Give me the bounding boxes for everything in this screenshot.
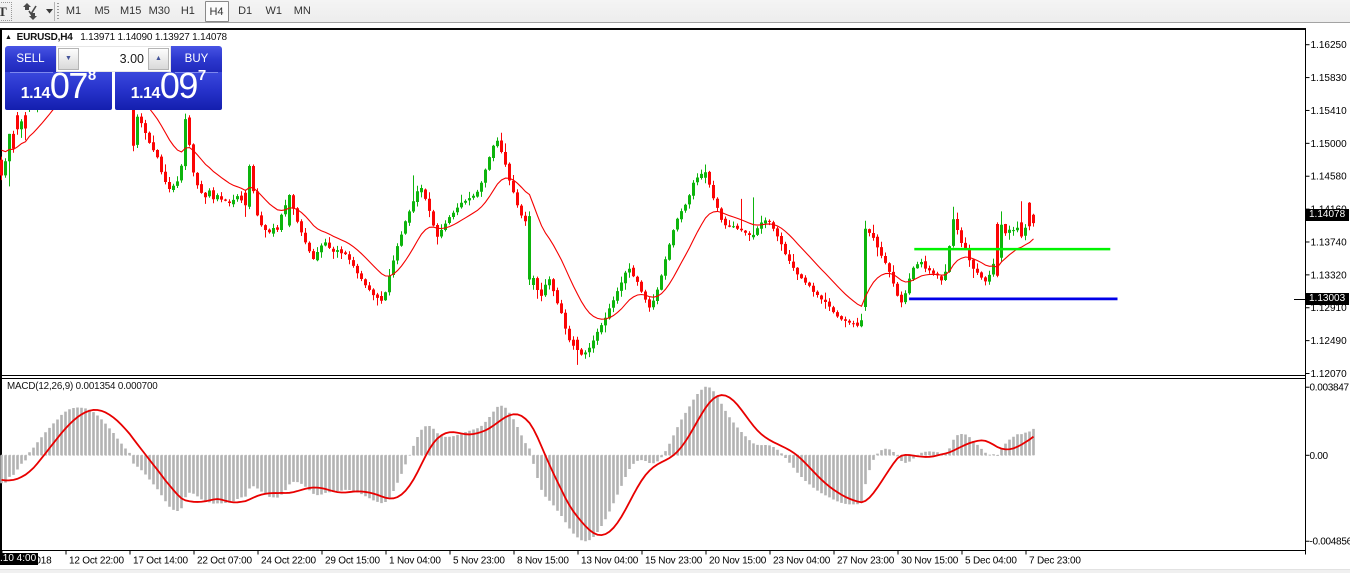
time-tick-label: 12 Oct 22:00 (69, 556, 124, 567)
ma-line (1, 70, 1034, 320)
sell-price-big: 07 (49, 65, 89, 106)
price-tick-label: 1.16250 (1311, 40, 1348, 51)
toolbar-gap (0, 24, 1350, 29)
buy-separator (175, 72, 218, 73)
macd-indicator-label: MACD(12,26,9) 0.001354 0.000700 (7, 381, 158, 392)
sell-price-sup: 8 (87, 67, 97, 84)
price-tick-label: 1.15410 (1311, 106, 1348, 117)
time-tick-label: 23 Nov 04:00 (773, 556, 831, 567)
support-level-tick (1294, 298, 1306, 300)
macd-tick-label: -0.004856 (1310, 537, 1350, 548)
price-tick-label: 1.12490 (1311, 336, 1348, 347)
trade-panel-prices: 1.14078 1.14097 (5, 65, 222, 110)
price-tick-label: 1.12910 (1311, 303, 1348, 314)
timeframe-button-w1[interactable]: W1 (262, 1, 286, 22)
buy-button[interactable]: BUY (171, 46, 222, 72)
timeframe-button-m15[interactable]: M15 (119, 1, 143, 22)
price-tick-label: 1.13320 (1311, 270, 1348, 281)
arrows-tool-icon[interactable] (21, 2, 41, 21)
macd-tick-label: 0.003847 (1310, 383, 1350, 394)
price-display: 1.14097 (115, 65, 222, 107)
time-tick-label: 20 Nov 15:00 (709, 556, 767, 567)
time-tick-label: 27 Nov 23:00 (837, 556, 895, 567)
timeframe-button-d1[interactable]: D1 (233, 1, 257, 22)
price-tick-label: 1.15830 (1311, 73, 1348, 84)
chart-title-ohlc: 1.13971 1.14090 1.13927 1.14078 (80, 32, 227, 43)
macd-histogram (0, 386, 1035, 542)
support-level-badge: 1.13003 (1306, 292, 1349, 305)
trade-panel-top-row: SELL ▼ ▲ BUY (5, 46, 222, 72)
price-tick-label: 1.15000 (1311, 139, 1348, 150)
chart-title: ▲ EURUSD,H4 1.13971 1.14090 1.13927 1.14… (5, 32, 227, 44)
chart-title-symbol: EURUSD,H4 (16, 32, 73, 43)
window-bottom-strip (0, 569, 1350, 573)
text-tool-icon[interactable]: T (0, 2, 12, 21)
time-tick-label: 17 Oct 14:00 (133, 556, 188, 567)
time-tick-label: 22 Oct 07:00 (197, 556, 252, 567)
collapse-triangle-icon[interactable]: ▲ (5, 34, 12, 41)
volume-spinner: ▼ ▲ (56, 46, 171, 72)
price-tick-label: 1.12070 (1311, 369, 1348, 380)
buy-price-box[interactable]: 1.14097 (115, 65, 222, 110)
sell-price-box[interactable]: 1.14078 (5, 65, 112, 110)
buy-price-sup: 7 (197, 67, 207, 84)
toolbar-separator (54, 2, 55, 21)
sell-button[interactable]: SELL (5, 46, 56, 72)
time-tick-label: 29 Oct 15:00 (325, 556, 380, 567)
chart-top-border (0, 28, 1306, 30)
time-badge: .10 4:00 (0, 553, 38, 565)
time-tick-label: 1 Nov 04:00 (389, 556, 441, 567)
time-tick-label: 13 Nov 04:00 (581, 556, 639, 567)
timeframe-button-h1[interactable]: H1 (176, 1, 200, 22)
chart-area: 1.162501.158301.154101.150001.145801.141… (0, 29, 1350, 573)
macd-tick-label: 0.00 (1310, 451, 1329, 462)
price-tick-label: 1.14580 (1311, 172, 1348, 183)
macd-signal-line (1, 394, 1035, 537)
volume-increase-button[interactable]: ▲ (148, 48, 169, 70)
time-tick-label: 30 Nov 15:00 (901, 556, 959, 567)
volume-decrease-button[interactable]: ▼ (58, 48, 79, 70)
dropdown-caret-icon[interactable] (46, 9, 54, 15)
time-tick-label: 5 Nov 23:00 (453, 556, 505, 567)
timeframe-button-mn[interactable]: MN (290, 1, 314, 22)
buy-price-small: 1.14 (130, 85, 161, 102)
toolbar-grip[interactable] (57, 3, 59, 20)
timeframe-button-m1[interactable]: M1 (62, 1, 86, 22)
time-tick-label: 24 Oct 22:00 (261, 556, 316, 567)
price-display: 1.14078 (5, 65, 112, 107)
bid-price-badge: 1.14078 (1306, 208, 1349, 221)
time-tick-label: 5 Dec 04:00 (965, 556, 1017, 567)
sell-price-small: 1.14 (20, 85, 51, 102)
time-tick-label: 8 Nov 15:00 (517, 556, 569, 567)
chart-canvas[interactable]: 1.162501.158301.154101.150001.145801.141… (0, 29, 1350, 573)
sell-separator (10, 72, 53, 73)
volume-input[interactable] (80, 48, 147, 70)
buy-price-big: 09 (159, 65, 199, 106)
timeframe-button-m30[interactable]: M30 (147, 1, 171, 22)
time-tick-label: 7 Dec 23:00 (1029, 556, 1081, 567)
time-tick-label: 15 Nov 23:00 (645, 556, 703, 567)
toolbar: T M1 M5 M15 M30 H1 H4 D1 W1 MN (0, 0, 1350, 23)
price-tick-label: 1.13740 (1311, 237, 1348, 248)
one-click-trading-panel: SELL ▼ ▲ BUY 1.14078 1.14097 (5, 46, 222, 110)
timeframe-button-m5[interactable]: M5 (90, 1, 114, 22)
timeframe-button-h4[interactable]: H4 (204, 1, 229, 22)
